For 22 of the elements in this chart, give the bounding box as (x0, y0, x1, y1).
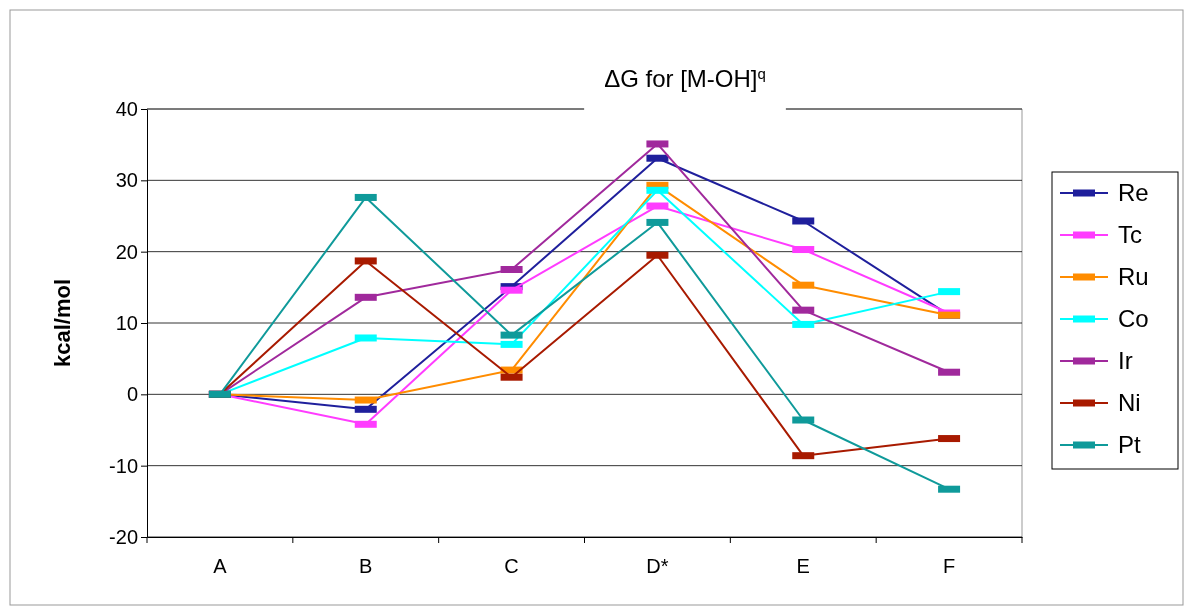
x-tick-label: A (213, 555, 228, 578)
legend-label: Ru (1118, 263, 1149, 290)
x-tick-label: F (942, 555, 956, 578)
y-tick-label: 30 (115, 169, 138, 192)
y-tick-label: 40 (115, 97, 138, 120)
x-tick-label: D* (646, 555, 669, 578)
legend-label: Pt (1118, 431, 1142, 458)
y-tick-label: 0 (126, 383, 138, 406)
x-tick-label: E (796, 555, 810, 578)
legend-label: Co (1118, 305, 1149, 332)
y-tick-label: 20 (115, 240, 138, 263)
legend-label: Ir (1118, 347, 1133, 374)
x-tick-label: C (504, 555, 519, 578)
x-tick-label: B (359, 555, 373, 578)
y-tick-label: -20 (109, 525, 138, 548)
y-tick-label: 10 (115, 311, 138, 334)
chart-title: ΔG for [M-OH]$^{q}$ (604, 64, 766, 92)
legend-label: Re (1118, 179, 1149, 206)
legend-label: Tc (1118, 221, 1142, 248)
y-axis-title: kcal/mol (50, 278, 75, 368)
y-tick-label: -10 (109, 454, 138, 477)
legend-label: Ni (1118, 389, 1141, 416)
